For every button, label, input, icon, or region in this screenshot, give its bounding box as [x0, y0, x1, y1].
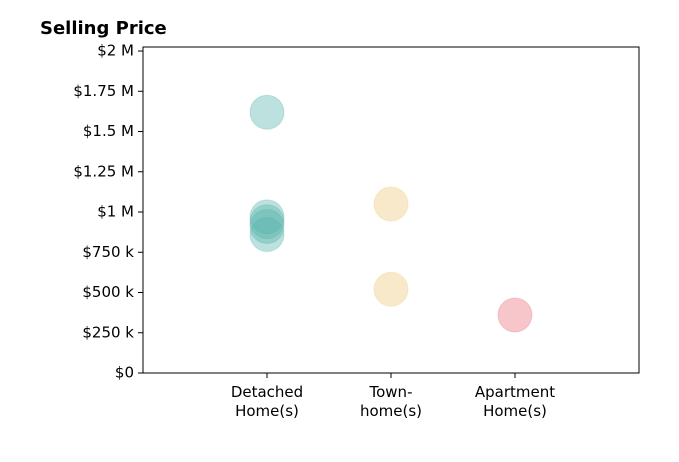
y-tick-label: $750 k [82, 243, 134, 261]
y-tick-label: $0 [115, 364, 134, 382]
y-tick-label: $500 k [82, 283, 134, 301]
y-tick-label: $1 M [97, 203, 134, 221]
point [497, 297, 533, 333]
point [249, 209, 285, 245]
x-tick-label: Apartment Home(s) [474, 383, 556, 420]
point [373, 186, 409, 222]
point [249, 204, 285, 240]
x-tick-label: Detached Home(s) [230, 383, 304, 420]
y-tick-label: $1.75 M [73, 82, 134, 100]
y-tick-label: $1.25 M [73, 162, 134, 180]
chart-title: Selling Price [40, 18, 167, 39]
x-tick-label: Town- home(s) [359, 383, 423, 420]
y-tick-label: $250 k [82, 323, 134, 341]
y-tick-label: $2 M [97, 42, 134, 60]
point [249, 94, 285, 130]
point [249, 199, 285, 235]
point [249, 217, 285, 253]
point [373, 271, 409, 307]
y-tick-label: $1.5 M [83, 122, 134, 140]
